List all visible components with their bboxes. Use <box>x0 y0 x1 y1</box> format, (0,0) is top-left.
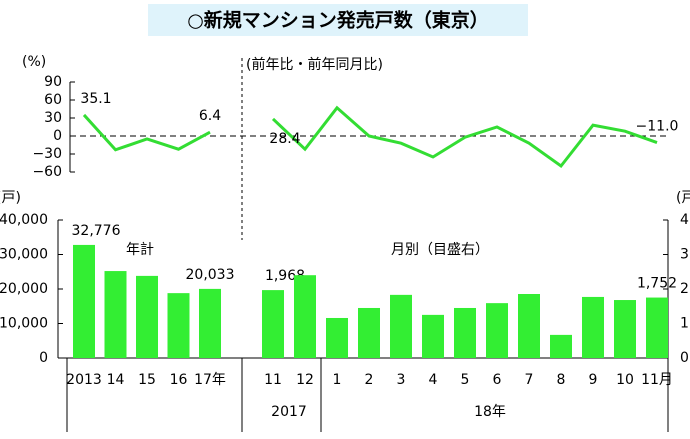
x-tick-label: 14 <box>107 372 125 388</box>
series-label: 月別（目盛右） <box>391 242 489 258</box>
bar <box>646 297 668 358</box>
bar <box>199 288 221 358</box>
bar <box>614 300 636 358</box>
y2-tick-label: 0 <box>680 350 689 366</box>
bar <box>136 275 158 358</box>
bar <box>167 293 190 358</box>
bar <box>294 275 316 358</box>
x-tick-label: 1 <box>333 372 342 388</box>
x-tick-label: 17年 <box>194 372 226 388</box>
y-tick-label: −30 <box>32 146 62 162</box>
data-label: 32,776 <box>72 223 121 239</box>
x-tick-label: 15 <box>138 372 156 388</box>
chart-title: ○新規マンション発売戸数（東京） <box>187 9 489 32</box>
x-tick-label: 12 <box>296 372 314 388</box>
series-label: 年計 <box>126 242 154 258</box>
y-tick-label: 10,000 <box>0 316 48 332</box>
y-tick-label: 90 <box>44 74 62 90</box>
x-tick-label: 2 <box>365 372 374 388</box>
data-label: 28.4 <box>269 131 300 147</box>
x-tick-label: 6 <box>493 372 502 388</box>
data-label: 6.4 <box>199 108 221 124</box>
y2-label: (戸) <box>676 190 690 206</box>
bar <box>358 307 380 358</box>
x-tick-label: 16 <box>170 372 188 388</box>
bar <box>422 314 444 358</box>
y-tick-label: 30 <box>44 110 62 126</box>
y-tick-label: 40,000 <box>0 212 48 228</box>
y2-tick-label: 1,000 <box>680 316 690 332</box>
x-tick-label: 9 <box>589 372 598 388</box>
x-tick-label: 7 <box>525 372 534 388</box>
bar <box>262 290 284 358</box>
data-label: −11.0 <box>636 119 679 135</box>
y2-tick-label: 3,000 <box>680 247 690 263</box>
bar <box>326 317 348 358</box>
x-tick-label: 8 <box>557 372 566 388</box>
y-tick-label: 0 <box>53 128 62 144</box>
x-tick-label: 11月 <box>641 372 673 388</box>
y-tick-label: 0 <box>39 350 48 366</box>
data-label: 35.1 <box>80 91 111 107</box>
y-label: (%) <box>22 54 46 70</box>
bar <box>454 307 476 358</box>
y2-tick-label: 4,000 <box>680 212 690 228</box>
y-tick-label: −60 <box>32 164 62 180</box>
x-tick-label: 4 <box>429 372 438 388</box>
line <box>271 105 658 169</box>
x-tick-label: 11 <box>264 372 282 388</box>
year-label: 18年 <box>474 404 506 420</box>
subtitle: (前年比・前年同月比) <box>246 56 383 73</box>
data-label: 1,752 <box>637 276 677 292</box>
y-label: (戸) <box>0 190 21 206</box>
y-tick-label: 30,000 <box>0 247 48 263</box>
bar <box>390 294 412 358</box>
bar <box>518 294 540 358</box>
data-label: 20,033 <box>186 267 235 283</box>
y-tick-label: 60 <box>44 92 62 108</box>
year-label: 2017 <box>271 404 307 420</box>
x-tick-label: 5 <box>461 372 470 388</box>
title-box <box>148 4 528 36</box>
y-tick-label: 20,000 <box>0 281 48 297</box>
y2-tick-label: 2,000 <box>680 281 690 297</box>
bar <box>486 303 508 358</box>
x-tick-label: 2013 <box>66 372 102 388</box>
line <box>82 113 211 152</box>
x-tick-label: 10 <box>616 372 634 388</box>
x-tick-label: 3 <box>397 372 406 388</box>
bar <box>73 244 95 358</box>
bar <box>550 334 572 358</box>
bar <box>104 271 127 358</box>
bar <box>582 296 604 358</box>
